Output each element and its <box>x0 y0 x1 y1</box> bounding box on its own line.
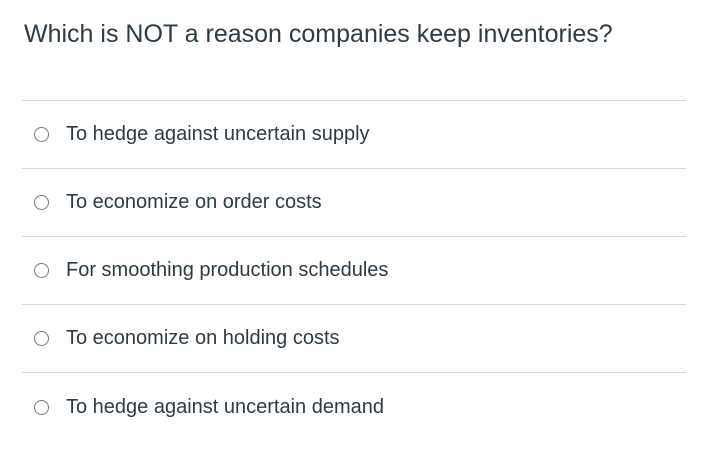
option[interactable]: To hedge against uncertain demand <box>22 373 686 441</box>
option[interactable]: For smoothing production schedules <box>22 237 686 305</box>
option[interactable]: To economize on order costs <box>22 169 686 237</box>
options-list: To hedge against uncertain supply To econ… <box>22 100 686 441</box>
option-label[interactable]: For smoothing production schedules <box>66 259 389 281</box>
option-label[interactable]: To economize on order costs <box>66 191 322 213</box>
radio-button[interactable] <box>34 263 49 278</box>
radio-button[interactable] <box>34 195 49 210</box>
option-label[interactable]: To hedge against uncertain supply <box>66 123 370 145</box>
radio-button[interactable] <box>34 331 49 346</box>
option[interactable]: To economize on holding costs <box>22 305 686 373</box>
option[interactable]: To hedge against uncertain supply <box>22 101 686 169</box>
radio-button[interactable] <box>34 127 49 142</box>
question-text: Which is NOT a reason companies keep inv… <box>24 20 613 48</box>
option-label[interactable]: To economize on holding costs <box>66 327 340 349</box>
radio-button[interactable] <box>34 399 49 415</box>
option-label[interactable]: To hedge against uncertain demand <box>66 395 385 418</box>
